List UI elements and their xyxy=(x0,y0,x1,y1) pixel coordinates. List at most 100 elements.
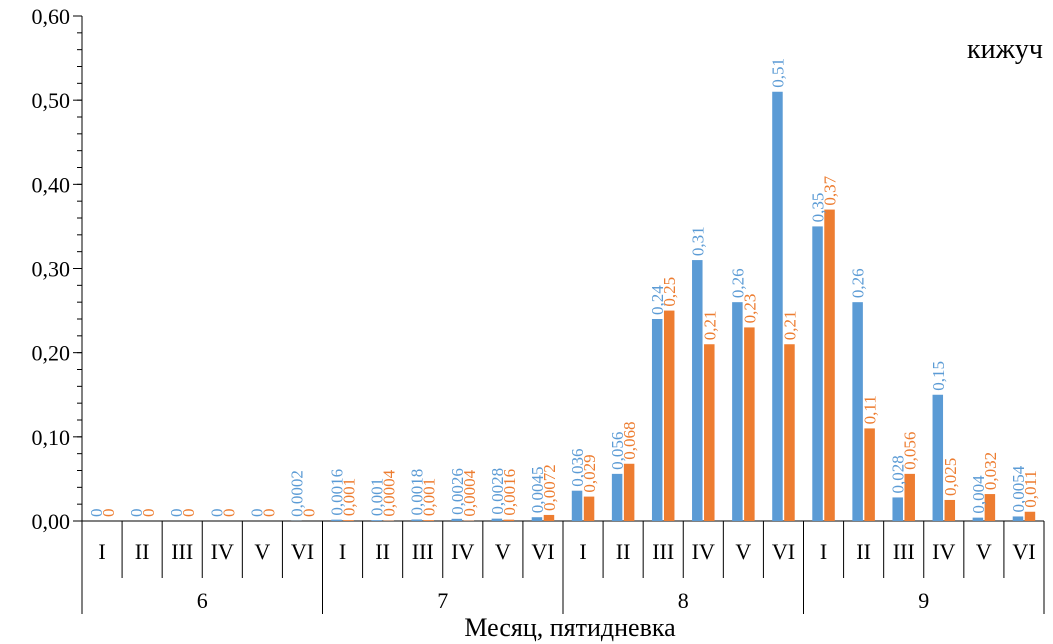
data-label-orange: 0,0004 xyxy=(460,469,479,516)
bar-blue xyxy=(732,302,743,521)
y-tick-label: 0,00 xyxy=(32,509,71,534)
month-label: 8 xyxy=(678,588,689,613)
bar-orange xyxy=(663,310,675,521)
data-label-orange: 0,001 xyxy=(420,478,439,516)
bar-orange xyxy=(623,463,635,521)
data-label-orange: 0,068 xyxy=(620,422,639,460)
bar-orange xyxy=(744,327,755,521)
bar-blue xyxy=(932,394,944,521)
pentad-label: II xyxy=(135,539,150,564)
data-label-blue: 0,036 xyxy=(568,448,587,486)
data-label-blue: 0,15 xyxy=(929,361,948,391)
bar-blue xyxy=(692,260,703,521)
data-label-blue: 0 xyxy=(127,509,146,518)
species-label: кижуч xyxy=(967,34,1043,65)
pentad-label: III xyxy=(171,539,193,564)
data-label-blue: 0,0002 xyxy=(287,470,306,517)
bar-orange xyxy=(543,514,555,521)
bar-blue xyxy=(611,473,623,521)
data-label-orange: 0,025 xyxy=(941,458,960,496)
bar-blue xyxy=(651,319,663,521)
data-label-orange: 0 xyxy=(219,509,238,518)
bar-blue xyxy=(812,226,823,521)
bar-blue xyxy=(1012,516,1024,521)
bar-orange xyxy=(944,499,956,521)
bar-orange xyxy=(824,209,835,522)
bar-orange xyxy=(784,344,795,521)
pentad-label: IV xyxy=(451,539,474,564)
data-label-blue: 0 xyxy=(87,509,106,518)
bar-orange xyxy=(864,428,875,521)
bar-blue xyxy=(892,497,903,521)
bar-orange xyxy=(423,520,434,521)
bar-orange xyxy=(583,496,595,521)
data-label-blue: 0,056 xyxy=(608,432,627,470)
data-labels: 0 0 0 0 0 0,0002 0,0016 0,001 0,0018 0,0026 0,0028… xyxy=(87,58,1040,517)
pentad-label: III xyxy=(412,539,434,564)
month-label: 9 xyxy=(918,588,929,613)
pentad-label: I xyxy=(98,539,105,564)
data-label-orange: 0,056 xyxy=(901,432,920,470)
month-label: 7 xyxy=(437,588,448,613)
pentad-label: III xyxy=(893,539,915,564)
data-label-orange: 0 xyxy=(259,509,278,518)
pentad-label: II xyxy=(375,539,390,564)
bar-blue xyxy=(852,302,863,521)
pentad-label: VI xyxy=(772,539,795,564)
data-label-orange: 0 xyxy=(99,509,118,518)
bar-blue xyxy=(571,490,583,521)
bar-orange xyxy=(343,520,354,521)
data-label-blue: 0,0026 xyxy=(448,468,467,515)
pentad-label: II xyxy=(856,539,871,564)
bar-orange xyxy=(503,519,515,521)
data-label-orange: 0,0004 xyxy=(380,469,399,516)
data-label-blue: 0,51 xyxy=(768,58,787,88)
y-tick-label: 0,20 xyxy=(32,341,71,366)
data-label-orange: 0,029 xyxy=(580,454,599,492)
bar-orange xyxy=(1024,511,1036,521)
bar-blue xyxy=(411,519,422,521)
month-label: 6 xyxy=(197,588,208,613)
pentad-label: IV xyxy=(692,539,715,564)
data-label-orange: 0 xyxy=(179,509,198,518)
data-label-blue: 0,24 xyxy=(648,285,667,315)
data-label-orange: 0,37 xyxy=(821,175,840,205)
bar-blue xyxy=(371,520,382,521)
bar-blue xyxy=(772,91,783,521)
axes: 0,00 0,10 0,20 0,30 0,40 0,50 0,60 xyxy=(32,4,1044,534)
pentad-label: III xyxy=(652,539,674,564)
bar-blue xyxy=(972,517,984,521)
data-label-blue: 0 xyxy=(207,509,226,518)
pentad-label: I xyxy=(579,539,586,564)
data-label-blue: 0,0018 xyxy=(408,469,427,516)
bar-blue xyxy=(451,518,463,521)
data-label-orange: 0,25 xyxy=(660,277,679,307)
bars xyxy=(291,91,1036,522)
data-label-blue: 0,0028 xyxy=(488,468,507,515)
data-label-blue: 0,028 xyxy=(889,455,908,493)
data-label-orange: 0,001 xyxy=(340,478,359,516)
y-tick-label: 0,50 xyxy=(32,88,71,113)
data-label-blue: 0 xyxy=(247,509,266,518)
data-label-blue: 0,001 xyxy=(368,478,387,516)
pentad-label: IV xyxy=(211,539,234,564)
data-label-blue: 0,0054 xyxy=(1009,465,1028,512)
bar-blue xyxy=(331,519,342,521)
pentad-label: I xyxy=(820,539,827,564)
x-axis-title: Месяц, пятидневка xyxy=(464,613,676,642)
data-label-orange: 0,23 xyxy=(740,294,759,324)
pentad-label: V xyxy=(976,539,992,564)
pentad-label: IV xyxy=(932,539,955,564)
pentad-label: V xyxy=(495,539,511,564)
data-label-blue: 0,0045 xyxy=(528,466,547,513)
y-tick-label: 0,10 xyxy=(32,425,71,450)
data-label-orange: 0 xyxy=(139,509,158,518)
pentad-label: V xyxy=(254,539,270,564)
data-label-orange: 0,11 xyxy=(861,395,880,424)
y-tick-label: 0,60 xyxy=(32,4,71,29)
pentad-label: VI xyxy=(531,539,554,564)
bar-orange xyxy=(904,473,915,521)
bar-blue xyxy=(491,518,503,521)
